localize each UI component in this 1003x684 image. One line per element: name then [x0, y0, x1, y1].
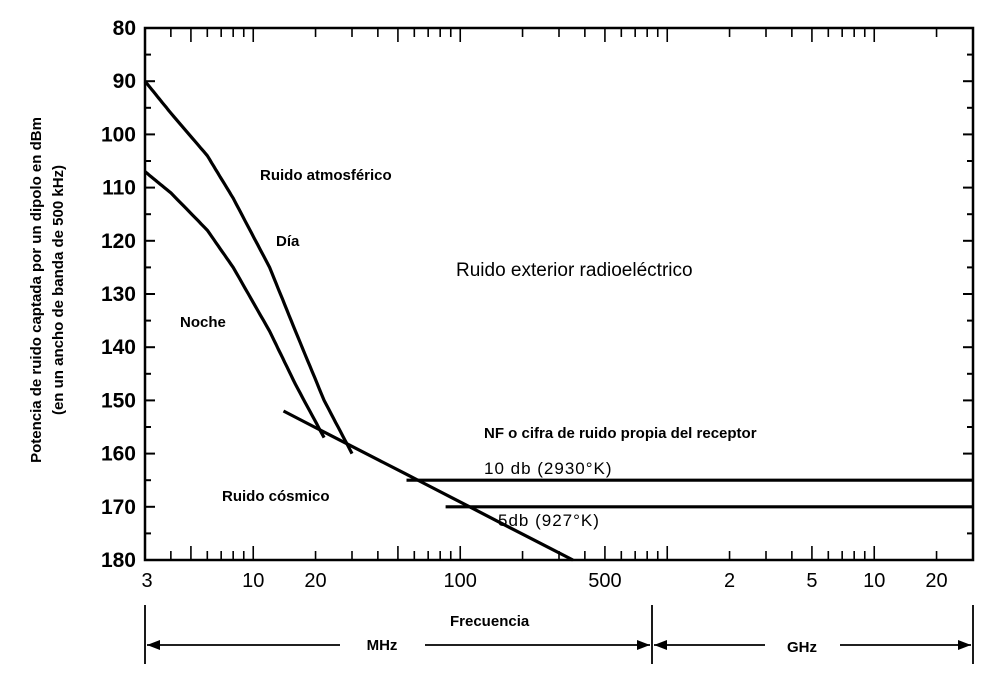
y-axis-label-line2: (en un ancho de banda de 500 kHz)	[50, 165, 67, 415]
band-ghz-label: GHz	[787, 639, 817, 656]
x-tick-label: 20	[925, 570, 947, 592]
series-line-noche	[143, 170, 326, 439]
series-group	[143, 80, 973, 562]
y-tick-label: 150	[101, 389, 136, 412]
label-receiver-noise-figure: NF o cifra de ruido propia del receptor	[484, 425, 757, 442]
y-tick-labels: 80 90 100 110 120 130 140 150 160 170 180	[101, 17, 136, 572]
band-mhz-label: MHz	[367, 637, 398, 654]
label-nf-10db: 10 db (2930°K)	[484, 459, 613, 478]
arrowhead-ghz-right	[958, 640, 971, 650]
x-tick-label: 500	[588, 570, 621, 592]
y-tick-label: 130	[101, 283, 136, 306]
y-tick-label: 160	[101, 443, 136, 466]
x-tick-label: 100	[444, 570, 477, 592]
label-night: Noche	[180, 314, 226, 331]
x-tick-label: 3	[141, 570, 152, 592]
label-day: Día	[276, 233, 300, 250]
y-tick-label: 180	[101, 549, 136, 572]
x-tick-label: 10	[863, 570, 885, 592]
x-tick-label: 5	[806, 570, 817, 592]
frequency-bands	[144, 605, 974, 664]
x-tick-label: 10	[242, 570, 264, 592]
label-nf-5db: 5db (927°K)	[498, 511, 600, 530]
y-tick-label: 110	[102, 177, 136, 200]
arrowhead-mhz-right	[637, 640, 650, 650]
label-atmospheric-noise: Ruido atmosférico	[260, 167, 392, 184]
y-tick-label: 100	[101, 123, 136, 146]
series-line-dia	[143, 80, 354, 455]
x-tick-label: 20	[304, 570, 326, 592]
y-tick-label: 140	[101, 336, 136, 359]
x-tick-label: 2	[724, 570, 735, 592]
y-tick-label: 80	[113, 17, 136, 40]
arrowhead-mhz-left	[147, 640, 160, 650]
y-tick-label: 90	[113, 70, 136, 93]
label-cosmic-noise: Ruido cósmico	[222, 488, 330, 505]
series-line-cosmico	[282, 409, 574, 562]
x-tick-labels: 3 10 20 100 500 2 5 10 20	[141, 570, 947, 592]
y-tick-label: 120	[101, 230, 136, 253]
x-axis-label: Frecuencia	[450, 613, 530, 630]
y-axis-label-line1: Potencia de ruido captada por un dipolo …	[28, 117, 45, 463]
arrowhead-ghz-left	[654, 640, 667, 650]
y-tick-label: 170	[101, 496, 136, 519]
label-external-radio-noise: Ruido exterior radioeléctrico	[456, 260, 693, 281]
